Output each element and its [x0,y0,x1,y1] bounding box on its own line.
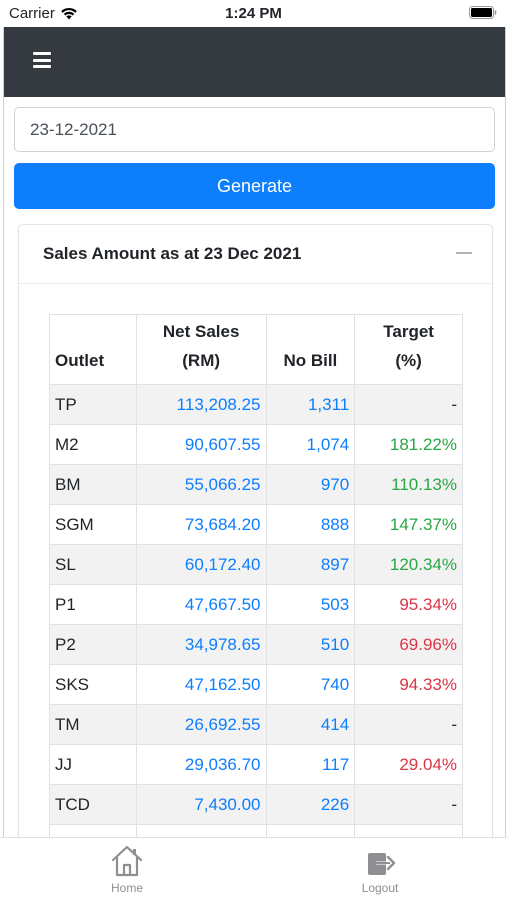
net-sales-cell: 47,667.50 [135,584,267,625]
net-sales-cell: 47,162.50 [135,664,267,705]
battery-icon [469,6,497,19]
tab-home-label: Home [110,881,143,895]
target-cell: 94.33% [354,664,463,705]
logout-icon [368,853,396,875]
target-cell: 110.13% [354,464,463,505]
sales-card: Sales Amount as at 23 Dec 2021 Outlet Ne… [18,224,493,837]
table-row: JJ 29,036.70 117 29.04% [49,744,463,785]
status-bar: Carrier 1:24 PM [0,0,507,27]
target-cell: 120.34% [354,544,463,585]
hamburger-menu-icon[interactable] [33,52,51,68]
sales-table: Outlet Net Sales (RM) No Bill Target (%) [49,314,463,837]
card-title: Sales Amount as at 23 Dec 2021 [43,244,302,263]
tab-home[interactable]: Home [72,838,182,901]
header-outlet: Outlet [49,314,137,385]
table-row: SL 60,172.40 897 120.34% [49,544,463,585]
target-cell [354,824,463,837]
header-net-sales: Net Sales (RM) [135,314,267,385]
no-bill-cell: 503 [265,584,356,625]
net-sales-cell: 73,684.20 [135,504,267,545]
header-outlet-label: Outlet [55,351,105,370]
outlet-cell: SL [49,544,137,585]
header-target-line2: (%) [395,351,422,370]
outlet-cell: SKS [49,664,137,705]
net-sales-cell: 29,036.70 [135,744,267,785]
no-bill-cell: 510 [265,624,356,665]
table-header-row: Outlet Net Sales (RM) No Bill Target (%) [49,314,463,385]
no-bill-cell: 1,311 [265,384,356,425]
header-target: Target (%) [354,314,463,385]
table-row: P1 47,667.50 503 95.34% [49,584,463,625]
generate-button[interactable]: Generate [14,163,495,209]
table-row: SKS 47,162.50 740 94.33% [49,664,463,705]
header-target-line1: Target [383,322,434,341]
net-sales-cell: 26,692.55 [135,704,267,745]
outlet-cell: TP [49,384,137,425]
header-net-sales-line1: Net Sales [162,322,240,341]
outlet-cell: TM [49,704,137,745]
no-bill-cell: 414 [265,704,356,745]
top-navbar [4,27,505,97]
net-sales-cell: 34,978.65 [135,624,267,665]
table-row: SGM 73,684.20 888 147.37% [49,504,463,545]
target-cell: 69.96% [354,624,463,665]
outlet-cell: P1 [49,584,137,625]
target-cell: - [354,704,463,745]
bottom-tab-bar: Home Logout [0,837,507,901]
net-sales-cell: 90,607.55 [135,424,267,465]
carrier-label: Carrier [9,5,55,22]
net-sales-cell: 60,172.40 [135,544,267,585]
table-row: BM 55,066.25 970 110.13% [49,464,463,505]
outlet-cell [49,824,137,837]
target-cell: 147.37% [354,504,463,545]
outlet-cell: M2 [49,424,137,465]
card-header: Sales Amount as at 23 Dec 2021 [19,225,492,284]
net-sales-cell: 7,430.00 [135,784,267,825]
net-sales-cell: 113,208.25 [135,384,267,425]
outlet-cell: SGM [49,504,137,545]
header-no-bill-label: No Bill [283,351,338,370]
table-row: TP 113,208.25 1,311 - [49,384,463,425]
no-bill-cell [265,824,356,837]
outlet-cell: BM [49,464,137,505]
net-sales-cell [135,824,267,837]
no-bill-cell: 970 [265,464,356,505]
target-cell: 181.22% [354,424,463,465]
target-cell: - [354,784,463,825]
table-row: TM 26,692.55 414 - [49,704,463,745]
no-bill-cell: 897 [265,544,356,585]
outlet-cell: P2 [49,624,137,665]
date-input[interactable] [14,107,495,152]
table-row: M2 90,607.55 1,074 181.22% [49,424,463,465]
no-bill-cell: 740 [265,664,356,705]
target-cell: - [354,384,463,425]
app-content: Generate Sales Amount as at 23 Dec 2021 … [3,27,506,837]
wifi-icon [61,7,77,20]
minus-icon[interactable] [456,252,472,254]
target-cell: 95.34% [354,584,463,625]
no-bill-cell: 226 [265,784,356,825]
table-row: P2 34,978.65 510 69.96% [49,624,463,665]
outlet-cell: TCD [49,784,137,825]
no-bill-cell: 1,074 [265,424,356,465]
table-row: TCD 7,430.00 226 - [49,784,463,825]
no-bill-cell: 888 [265,504,356,545]
outlet-cell: JJ [49,744,137,785]
status-time: 1:24 PM [225,5,282,22]
no-bill-cell: 117 [265,744,356,785]
header-no-bill: No Bill [265,314,356,385]
tab-logout[interactable]: Logout [325,838,435,901]
target-cell: 29.04% [354,744,463,785]
tab-logout-label: Logout [361,881,399,895]
carrier-info: Carrier [9,5,78,22]
net-sales-cell: 55,066.25 [135,464,267,505]
table-row [49,824,463,837]
home-icon [111,845,143,877]
header-net-sales-line2: (RM) [182,351,221,370]
